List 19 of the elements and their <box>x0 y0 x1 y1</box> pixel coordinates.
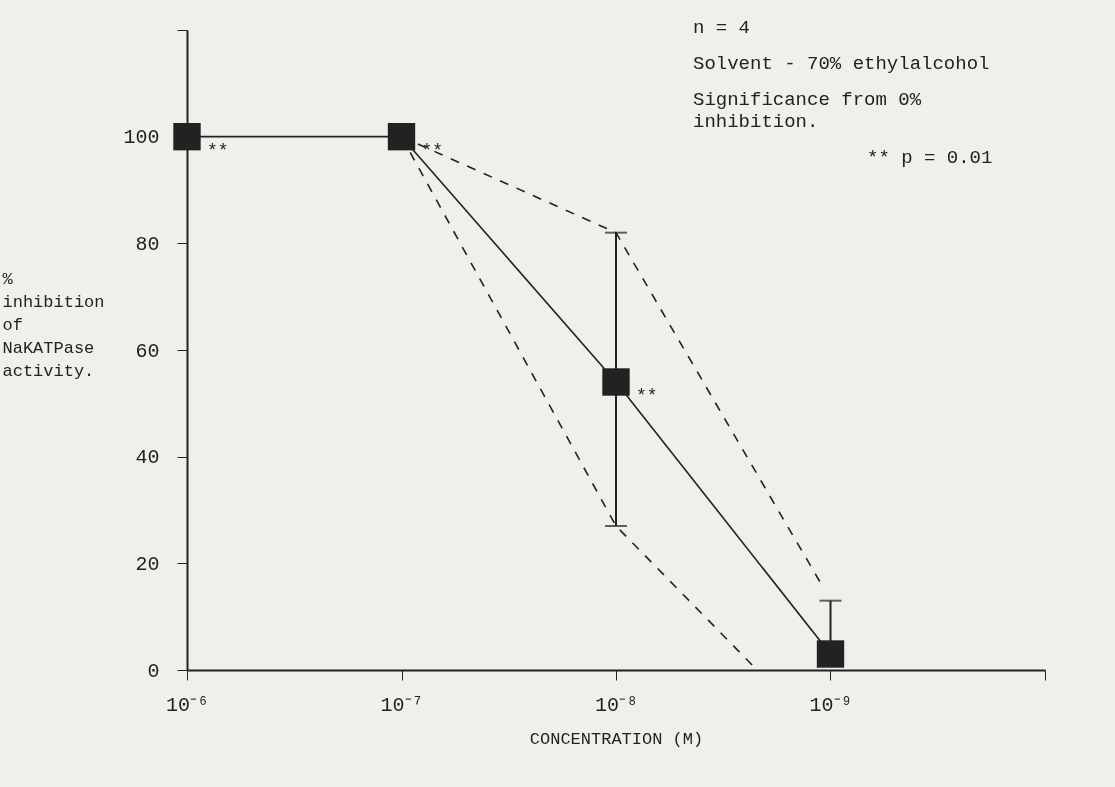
annotation: ** <box>421 140 444 161</box>
y-tick-label: 0 <box>147 659 160 683</box>
y-tick-label: 60 <box>135 339 160 363</box>
annotation: Solvent - 70% ethylalcohol <box>693 53 990 75</box>
x-tick-label: 10⁻⁹ <box>809 693 853 717</box>
x-tick-label: 10⁻⁸ <box>594 693 639 717</box>
x-tick-label: 10⁻⁷ <box>380 693 424 717</box>
y-tick-label: 40 <box>135 446 160 470</box>
x-tick-label: 10⁻⁶ <box>165 693 210 717</box>
y-tick-label: 20 <box>135 552 160 576</box>
y-tick-label: 100 <box>123 126 160 150</box>
annotation: ** <box>636 386 658 406</box>
annotation: ** <box>207 140 229 161</box>
y-axis-title: % inhibition of NaKATPase activity. <box>2 269 105 381</box>
annotation: n = 4 <box>693 17 751 39</box>
annotation: Significance from 0% inhibition. <box>693 89 922 133</box>
x-axis-title: CONCENTRATION (M) <box>529 729 704 749</box>
y-tick-label: 80 <box>135 232 160 256</box>
annotation: ** p = 0.01 <box>867 147 993 169</box>
